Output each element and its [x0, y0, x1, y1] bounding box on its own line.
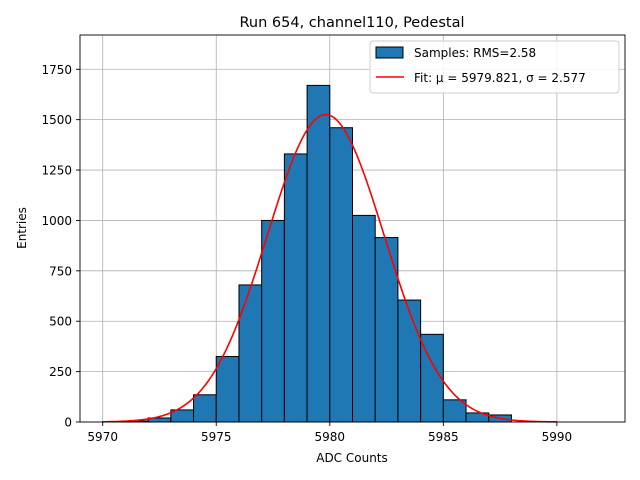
y-axis-ticks: 0 250 500 750 1000 1250 1500 1750 [41, 63, 80, 430]
x-axis-label: ADC Counts [316, 451, 388, 465]
y-tick-label: 1250 [41, 164, 72, 178]
x-tick-label: 5970 [87, 430, 118, 444]
plot-frame [79, 34, 626, 423]
y-tick-label: 1500 [41, 113, 72, 127]
legend-box [369, 40, 620, 94]
histogram-bar [283, 153, 308, 423]
histogram-bar [329, 127, 353, 423]
y-tick-label: 250 [49, 365, 72, 379]
histogram-bar [374, 237, 399, 423]
histogram-bar [352, 214, 376, 423]
y-axis-label: Entries [15, 207, 29, 249]
y-tick-label: 1000 [41, 214, 72, 228]
x-tick-label: 5980 [315, 430, 346, 444]
histogram-bar [215, 355, 240, 423]
legend-label-histogram: Samples: RMS=2.58 [414, 46, 536, 60]
legend: Samples: RMS=2.58 Fit: μ = 5979.821, σ =… [369, 40, 620, 94]
histogram-bar [238, 284, 263, 423]
x-tick-label: 5975 [201, 430, 232, 444]
histogram-bar [261, 219, 285, 423]
histogram-bar [306, 84, 331, 423]
x-tick-label: 5990 [542, 430, 573, 444]
x-tick-label: 5985 [428, 430, 459, 444]
y-tick-label: 750 [49, 264, 72, 278]
fit-curve-line [102, 113, 557, 423]
x-axis-ticks: 5970 5975 5980 5985 5990 [87, 422, 572, 444]
legend-swatch-histogram [375, 46, 404, 59]
histogram-bar [193, 394, 217, 423]
y-tick-label: 1750 [41, 63, 72, 77]
histogram-bar [397, 299, 422, 423]
y-tick-label: 500 [49, 315, 72, 329]
histogram-bar [442, 399, 467, 423]
legend-label-fit: Fit: μ = 5979.821, σ = 2.577 [414, 71, 586, 85]
y-tick-label: 0 [64, 416, 72, 430]
chart-title: Run 654, channel110, Pedestal [239, 15, 464, 31]
